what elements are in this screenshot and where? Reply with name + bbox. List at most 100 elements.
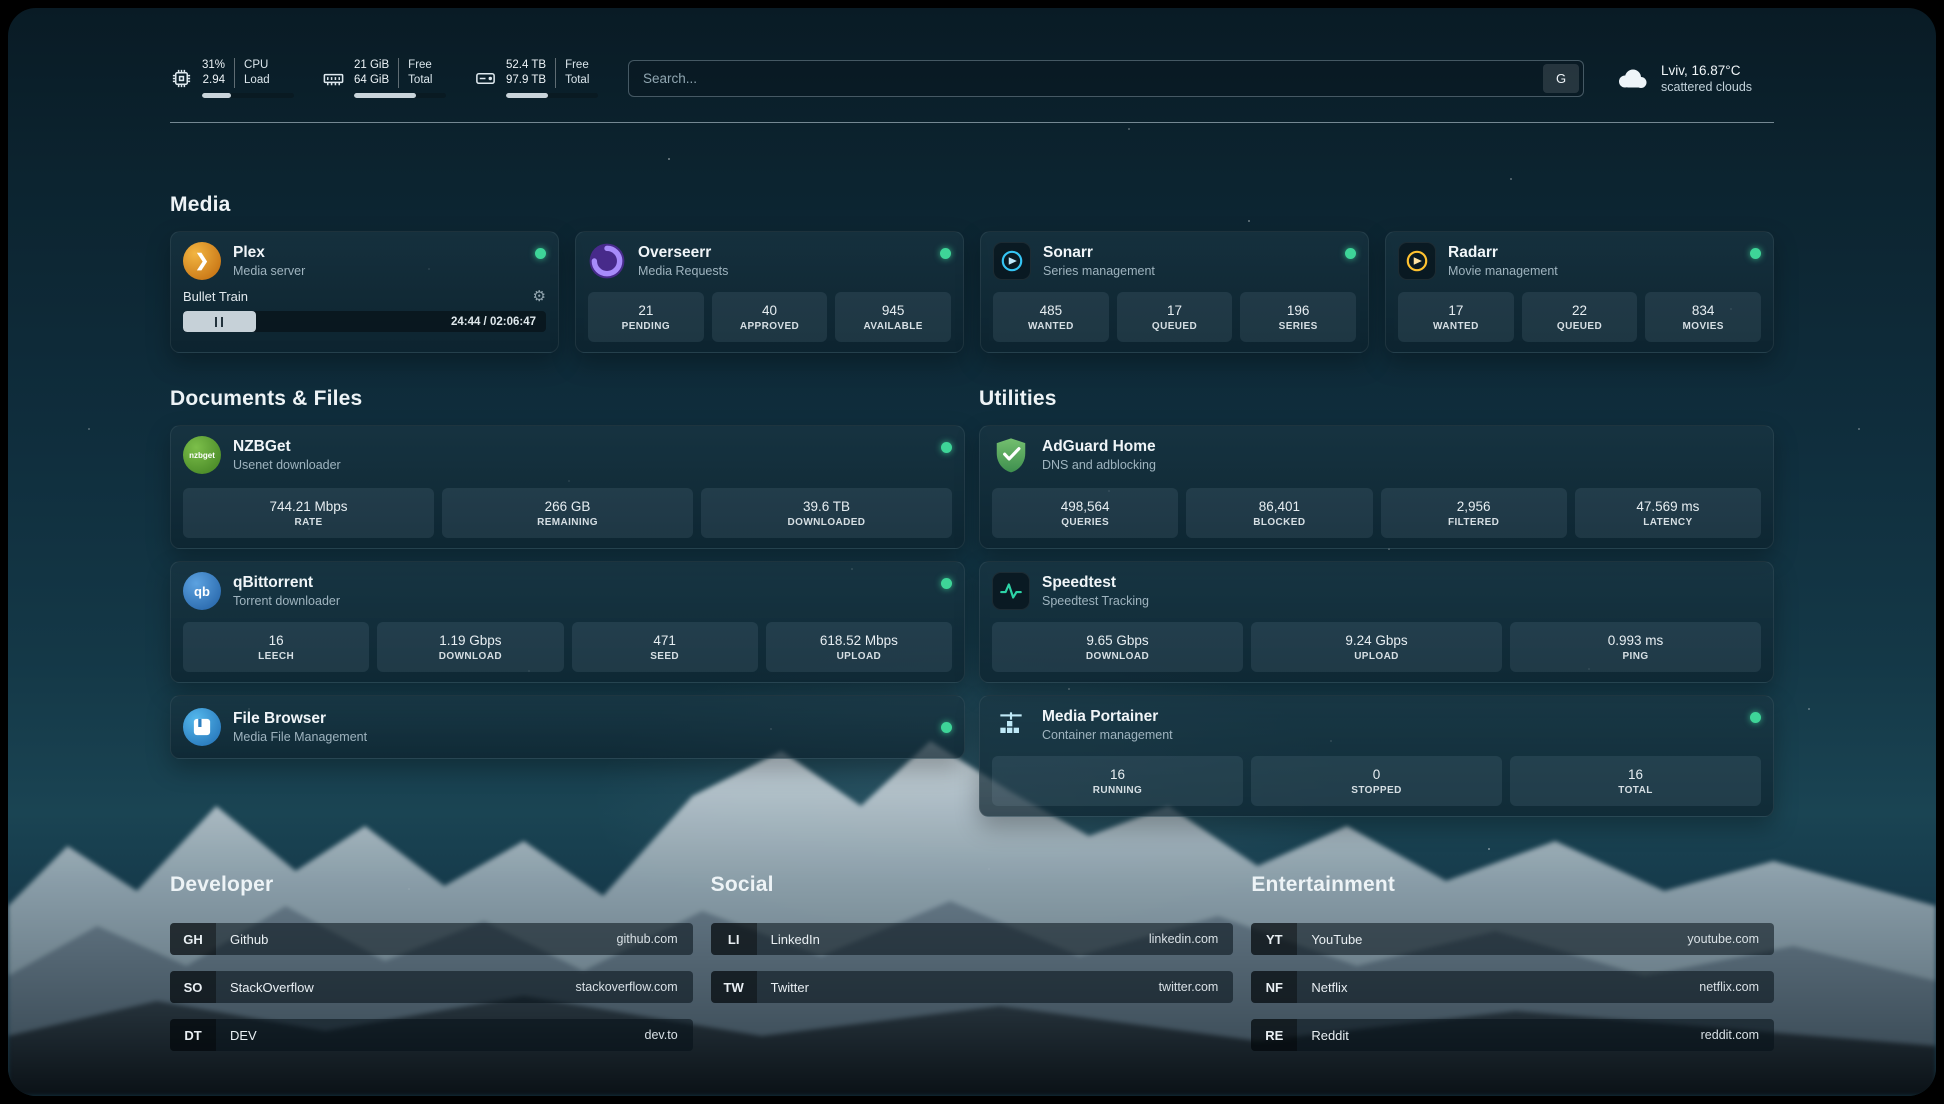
stat-box: 1.19 Gbps DOWNLOAD [377,622,564,672]
app-desc: Usenet downloader [233,458,341,472]
portainer-icon [992,706,1030,744]
bookmark-stackoverflow[interactable]: SO StackOverflow stackoverflow.com [170,971,693,1003]
bookmark-name: Github [230,931,269,947]
stat-label: QUEUED [1151,320,1198,332]
plex-icon: ❯ [183,242,221,280]
gear-icon[interactable]: ⚙ [532,288,546,305]
bookmark-url: linkedin.com [1148,932,1219,946]
bookmark-name: Twitter [770,979,809,995]
bookmark-abbr: RE [1251,1019,1298,1051]
sonarr-card[interactable]: Sonarr Series management 485 WANTED 17 Q… [980,231,1369,353]
pause-icon[interactable] [215,316,224,327]
app-name: Radarr [1448,244,1498,261]
bookmark-url: twitter.com [1158,980,1219,994]
overseerr-card[interactable]: Overseerr Media Requests 21 PENDING 40 A… [575,231,964,353]
radarr-card[interactable]: Radarr Movie management 17 WANTED 22 QUE… [1385,231,1774,353]
qbittorrent-icon: qb [183,572,221,610]
stat-box: 86,401 BLOCKED [1186,488,1373,538]
bookmark-linkedin[interactable]: LI LinkedIn linkedin.com [710,923,1234,955]
stat-label: QUERIES [1061,516,1110,528]
nzbget-card[interactable]: nzbget NZBGet Usenet downloader 744.21 M… [170,425,965,549]
search-engine-button[interactable]: G [1543,63,1579,93]
topbar-divider [170,122,1774,123]
bookmark-name: StackOverflow [230,979,314,995]
app-name: Sonarr [1043,244,1093,261]
plex-card[interactable]: ❯ Plex Media server Bullet Train ⚙ [170,231,559,353]
stat-label: PING [1622,650,1649,662]
stat-label: TOTAL [1618,784,1653,796]
stat-value: 834 [1691,302,1715,318]
bookmark-url: github.com [616,932,678,946]
stat-label: REMAINING [537,516,598,528]
bookmark-netflix[interactable]: NF Netflix netflix.com [1251,971,1774,1003]
portainer-card[interactable]: Media Portainer Container management 16 … [979,695,1774,817]
stat-value: 498,564 [1060,498,1110,514]
disk-progress-bar [506,93,598,98]
app-name: Plex [233,244,265,261]
disk-total: 97.9 TB [506,74,547,86]
app-header: nzbget NZBGet Usenet downloader [183,436,952,474]
section-title-entertainment: Entertainment [1251,873,1396,896]
stat-box: 9.24 Gbps UPLOAD [1251,622,1502,672]
disk-free: 52.4 TB [506,59,547,71]
stat-box: 471 SEED [571,622,758,672]
section-title-media: Media [170,193,231,216]
stat-value: 266 GB [544,498,591,514]
stat-box: 0 STOPPED [1251,756,1502,806]
app-desc: Series management [1043,264,1155,278]
stat-row: 744.21 Mbps RATE 266 GB REMAINING 39.6 T… [183,488,952,538]
filebrowser-card[interactable]: File Browser Media File Management [170,695,965,759]
app-desc: Media server [233,264,306,278]
stat-value: 40 [761,302,778,318]
stat-label: WANTED [1432,320,1479,332]
stat-label: AVAILABLE [863,320,923,332]
ram-free: 21 GiB [354,59,390,71]
stat-value: 17 [1448,302,1464,318]
stat-box: 0.993 ms PING [1510,622,1761,672]
plex-chevron-glyph: ❯ [194,251,210,270]
stat-label: LEECH [258,650,295,662]
stat-label: SEED [650,650,680,662]
weather-location: Lviv, 16.87°C [1661,62,1741,78]
bookmark-url: dev.to [644,1028,678,1042]
stat-label: STOPPED [1351,784,1402,796]
bookmark-name: DEV [230,1027,257,1043]
ram-label-top: Free [408,59,432,71]
cpu-percent: 31% [202,59,226,71]
section-utilities: Utilities AdGuard Home [979,387,1774,817]
bookmark-abbr: YT [1251,923,1298,955]
stat-value: 39.6 TB [802,498,851,514]
stat-box: 39.6 TB DOWNLOADED [701,488,952,538]
bookmark-github[interactable]: GH Github github.com [170,923,693,955]
now-playing-row: Bullet Train ⚙ [183,289,546,304]
adguard-card[interactable]: AdGuard Home DNS and adblocking 498,564 … [979,425,1774,549]
stat-row: 9.65 Gbps DOWNLOAD 9.24 Gbps UPLOAD 0.99… [992,622,1761,672]
stat-row: 16 LEECH 1.19 Gbps DOWNLOAD 471 SEED 6 [183,622,952,672]
dashboard-screen: 31% 2.94 CPU Load [8,8,1936,1096]
bookmark-youtube[interactable]: YT YouTube youtube.com [1251,923,1774,955]
speedtest-card[interactable]: Speedtest Speedtest Tracking 9.65 Gbps D… [979,561,1774,683]
bookmark-abbr: TW [710,971,757,1003]
app-desc: Movie management [1448,264,1558,278]
disk-monitor: 52.4 TB 97.9 TB Free Total [474,58,598,98]
search-input[interactable] [643,70,1543,86]
disk-progress-fill [506,93,549,98]
search-box[interactable]: G [628,59,1584,97]
bookmark-name: LinkedIn [770,931,820,947]
bookmark-dev[interactable]: DT DEV dev.to [170,1019,693,1051]
stat-box: 21 PENDING [588,292,704,342]
status-dot [1345,248,1356,259]
stat-label: QUEUED [1556,320,1603,332]
weather-widget[interactable]: Lviv, 16.87°C scattered clouds [1614,63,1774,94]
stat-label: DOWNLOAD [1085,650,1150,662]
app-desc: DNS and adblocking [1042,458,1156,472]
playback-progress-bar[interactable]: 24:44 / 02:06:47 [183,311,546,332]
app-desc: Container management [1042,728,1173,742]
bookmark-twitter[interactable]: TW Twitter twitter.com [710,971,1234,1003]
bookmark-reddit[interactable]: RE Reddit reddit.com [1251,1019,1774,1051]
stat-value: 2,956 [1456,498,1491,514]
app-name: AdGuard Home [1042,438,1156,455]
stat-label: PENDING [621,320,671,332]
stat-value: 86,401 [1258,498,1301,514]
qbittorrent-card[interactable]: qb qBittorrent Torrent downloader 16 LEE… [170,561,965,683]
